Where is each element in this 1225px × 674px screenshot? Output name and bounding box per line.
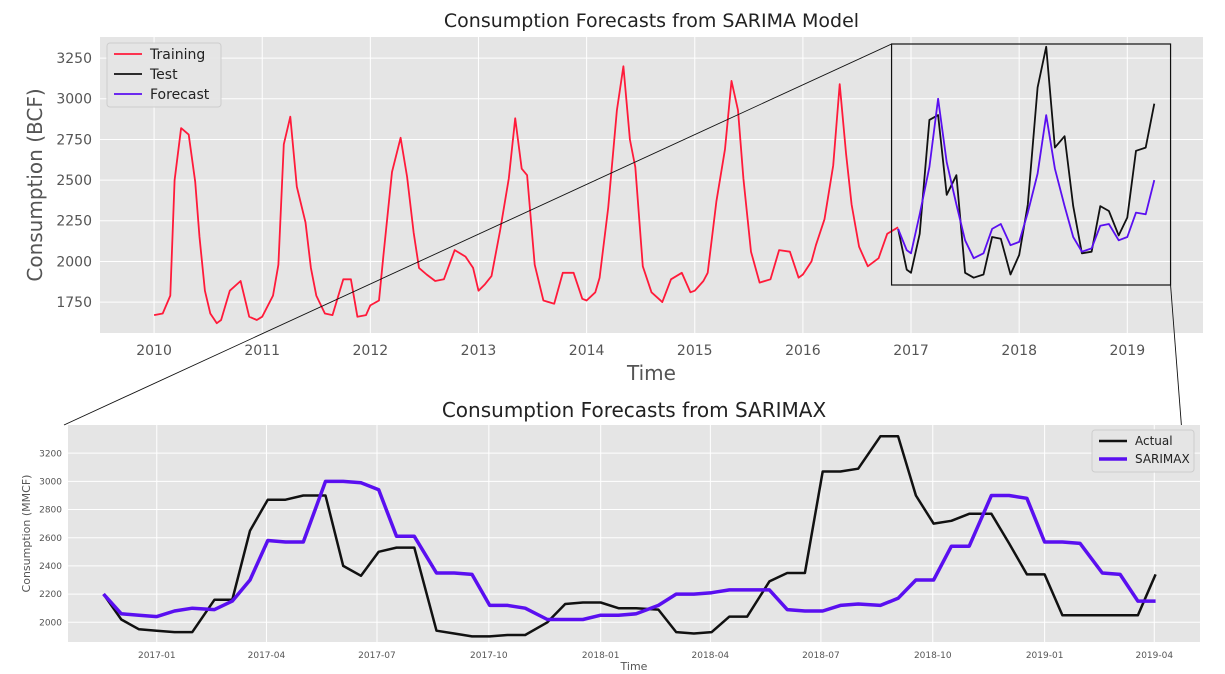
- x-tick-label: 2017-10: [470, 651, 508, 661]
- sarimax-chart: 2017-01 2017-04 2017-07 2017-10 2018-01 2018-…: [20, 398, 1200, 673]
- y-tick-label: 3200: [39, 449, 62, 459]
- x-tick-label: 2012: [353, 343, 389, 359]
- x-tick-label: 2018-04: [692, 651, 730, 661]
- x-tick-label: 2019: [1109, 343, 1145, 359]
- sarimax-series: [102, 435, 1157, 638]
- x-tick-label: 2017-01: [138, 651, 176, 661]
- x-tick-label: 2011: [244, 343, 280, 359]
- x-tick-label: 2014: [569, 343, 605, 359]
- series-line-sarimax: [102, 479, 1156, 622]
- zoom-region-box: [890, 43, 1172, 286]
- y-tick-label: 3250: [56, 51, 92, 67]
- series-line-actual: [102, 435, 1157, 638]
- y-tick-label: 2800: [39, 506, 62, 516]
- y-tick-label: 2600: [39, 534, 62, 544]
- sarimax-grid: [68, 425, 1200, 642]
- sarima-plot-area: [100, 37, 1203, 333]
- sarima-y-axis-label: Consumption (BCF): [23, 88, 47, 281]
- sarima-grid: [100, 37, 1203, 333]
- y-tick-label: 1750: [56, 295, 92, 311]
- x-tick-label: 2013: [461, 343, 497, 359]
- x-tick-label: 2017: [893, 343, 929, 359]
- sarima-tick-labels: 2010 2011 2012 2013 2014 2015 2016 2017 2018 2019…: [56, 51, 1145, 359]
- legend-label-training: Training: [149, 47, 205, 63]
- sarima-chart: 2010 2011 2012 2013 2014 2015 2016 2017 2018 2019…: [23, 10, 1203, 385]
- y-tick-label: 2000: [39, 618, 62, 628]
- sarimax-chart-title: Consumption Forecasts from SARIMAX: [442, 398, 827, 422]
- x-tick-label: 2018-07: [802, 651, 840, 661]
- x-tick-label: 2015: [677, 343, 713, 359]
- y-tick-label: 2750: [56, 132, 92, 148]
- sarimax-tick-labels: 2017-01 2017-04 2017-07 2017-10 2018-01 2018-…: [39, 449, 1173, 661]
- sarimax-y-axis-label: Consumption (MMCF): [20, 475, 33, 593]
- legend-label-actual: Actual: [1135, 434, 1173, 448]
- y-tick-label: 2250: [56, 214, 92, 230]
- legend-label-sarimax: SARIMAX: [1135, 452, 1190, 466]
- y-tick-label: 2400: [39, 562, 62, 572]
- x-tick-label: 2010: [136, 343, 172, 359]
- zoom-connector-left: [63, 43, 892, 426]
- x-tick-label: 2017-04: [248, 651, 286, 661]
- sarimax-legend: Actual SARIMAX: [1091, 429, 1195, 473]
- sarimax-x-axis-label: Time: [620, 660, 648, 673]
- y-tick-label: 2200: [39, 590, 62, 600]
- series-line-training: [153, 65, 899, 325]
- x-tick-label: 2017-07: [358, 651, 396, 661]
- x-tick-label: 2018: [1001, 343, 1037, 359]
- sarima-chart-title: Consumption Forecasts from SARIMA Model: [444, 10, 859, 32]
- x-tick-label: 2016: [785, 343, 821, 359]
- y-tick-label: 2000: [56, 254, 92, 270]
- x-tick-label: 2018-01: [582, 651, 620, 661]
- x-tick-label: 2018-10: [914, 651, 952, 661]
- sarima-legend: Training Test Forecast: [106, 42, 222, 108]
- x-tick-label: 2019-01: [1026, 651, 1064, 661]
- sarimax-plot-area: [68, 425, 1200, 642]
- sarima-x-axis-label: Time: [626, 361, 676, 385]
- legend-label-forecast: Forecast: [150, 87, 210, 103]
- legend-label-test: Test: [149, 67, 178, 83]
- sarima-series: [153, 45, 1156, 325]
- y-tick-label: 3000: [56, 92, 92, 108]
- y-tick-label: 2500: [56, 173, 92, 189]
- x-tick-label: 2019-04: [1135, 651, 1173, 661]
- y-tick-label: 3000: [39, 478, 62, 488]
- legend-box: [106, 42, 222, 108]
- series-line-forecast: [897, 97, 1156, 260]
